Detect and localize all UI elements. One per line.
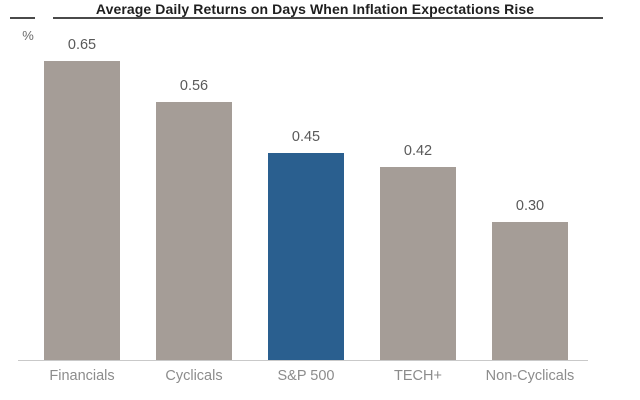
value-label-financials: 0.65 (67, 37, 97, 53)
category-label-s-p-500: S&P 500 (277, 368, 335, 384)
chart-title: Average Daily Returns on Days When Infla… (95, 1, 535, 17)
bar-tech (380, 167, 456, 360)
bar-s-p-500 (268, 153, 344, 360)
y-axis-unit-label: % (22, 28, 34, 43)
category-label-tech: TECH+ (394, 368, 442, 384)
category-label-financials: Financials (49, 368, 115, 384)
title-rule-left-segment (10, 17, 35, 19)
value-label-s-p-500: 0.45 (291, 129, 321, 145)
bar-financials (44, 61, 120, 360)
bar-cyclicals (156, 102, 232, 360)
category-label-cyclicals: Cyclicals (165, 368, 223, 384)
value-label-non-cyclicals: 0.30 (515, 198, 545, 214)
category-label-non-cyclicals: Non-Cyclicals (485, 368, 575, 384)
value-label-tech: 0.42 (403, 143, 433, 159)
value-label-cyclicals: 0.56 (179, 78, 209, 94)
x-axis-baseline (18, 360, 588, 361)
bar-non-cyclicals (492, 222, 568, 360)
title-rule (53, 17, 603, 19)
